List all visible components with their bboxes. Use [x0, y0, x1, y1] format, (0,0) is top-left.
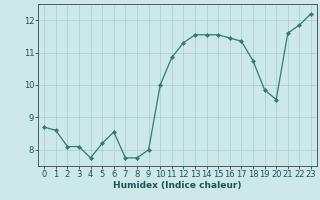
X-axis label: Humidex (Indice chaleur): Humidex (Indice chaleur) [113, 181, 242, 190]
